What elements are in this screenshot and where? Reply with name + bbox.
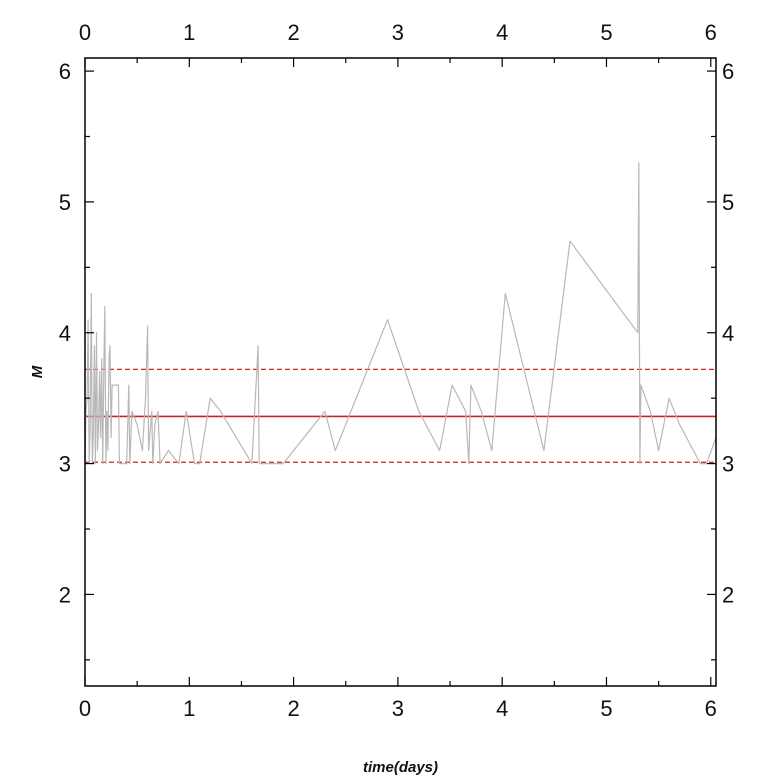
x-tick-label-top: 4 [496, 20, 508, 45]
y-axis-label: M [29, 365, 46, 378]
x-tick-label-bottom: 1 [183, 696, 195, 721]
axis-ticks [84, 58, 716, 686]
plot-frame [84, 57, 717, 687]
x-tick-label-bottom: 5 [600, 696, 612, 721]
y-tick-label-right: 2 [722, 582, 734, 607]
series-layer [84, 162, 717, 465]
x-axis-label: time(days) [363, 759, 438, 776]
series-line-0 [84, 162, 717, 465]
x-tick-label-bottom: 0 [79, 696, 91, 721]
y-tick-label-left: 4 [59, 321, 71, 346]
x-tick-label-top: 3 [392, 20, 404, 45]
x-tick-label-top: 6 [705, 20, 717, 45]
x-tick-label-bottom: 4 [496, 696, 508, 721]
y-tick-label-left: 2 [59, 582, 71, 607]
y-tick-label-left: 6 [59, 59, 71, 84]
x-tick-label-bottom: 3 [392, 696, 404, 721]
x-tick-label-bottom: 6 [705, 696, 717, 721]
x-tick-label-top: 2 [287, 20, 299, 45]
y-tick-label-left: 5 [59, 190, 71, 215]
y-tick-label-left: 3 [59, 452, 71, 477]
y-tick-label-right: 3 [722, 452, 734, 477]
reference-lines [85, 368, 716, 463]
x-tick-label-bottom: 2 [287, 696, 299, 721]
y-tick-label-right: 4 [722, 321, 734, 346]
x-tick-label-top: 0 [79, 20, 91, 45]
x-tick-label-top: 5 [600, 20, 612, 45]
y-tick-label-right: 6 [722, 59, 734, 84]
x-tick-label-top: 1 [183, 20, 195, 45]
y-tick-label-right: 5 [722, 190, 734, 215]
